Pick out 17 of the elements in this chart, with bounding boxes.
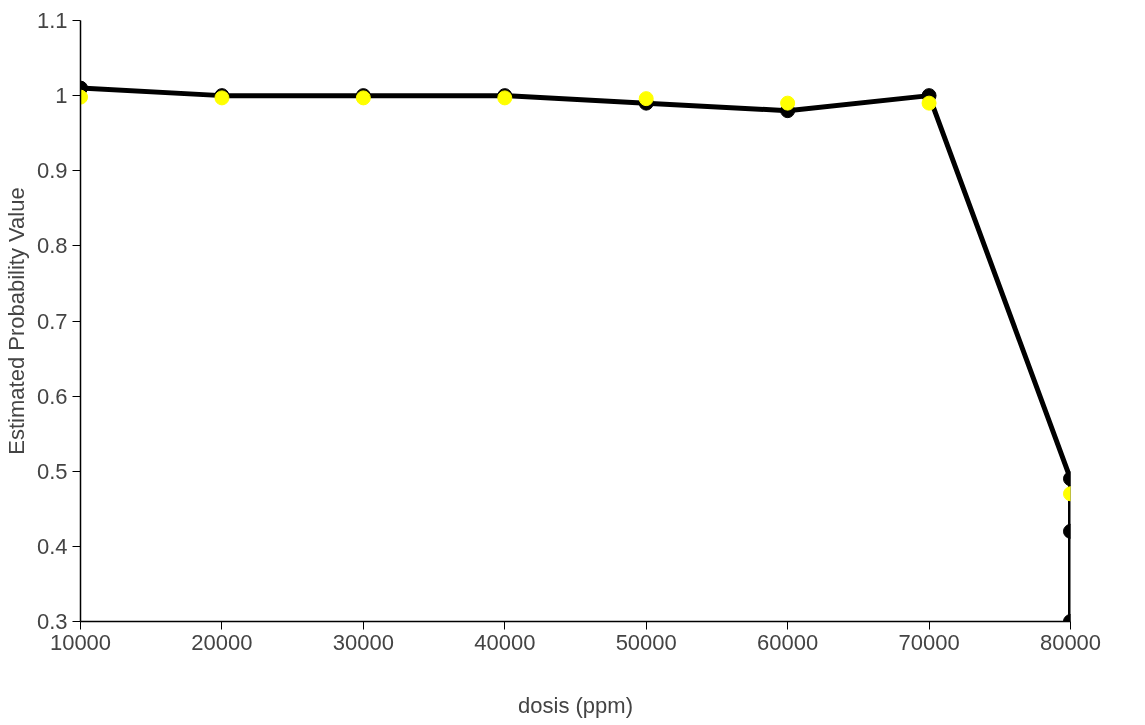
x-tick-label: 50000	[615, 629, 677, 655]
y-tick-label: 1.1	[36, 8, 68, 33]
y-tick-label: 1	[55, 83, 68, 109]
x-tick-label: 60000	[757, 629, 819, 655]
x-tick-label: 20000	[191, 629, 253, 655]
y-tick-label: 0.5	[36, 458, 68, 484]
x-axis-title: dosis (ppm)	[518, 692, 633, 718]
x-tick-label: 30000	[332, 629, 394, 655]
y-tick-label: 0.8	[36, 233, 68, 259]
x-tick-label: 80000	[1039, 629, 1102, 655]
y-tick-label: 0.9	[36, 158, 68, 184]
y-tick-label: 0.7	[36, 308, 68, 334]
y-tick-label: 0.4	[36, 533, 68, 559]
x-tick-label: 40000	[474, 629, 536, 655]
y-axis-title: Estimated Probability Value	[3, 187, 29, 455]
x-tick-label: 70000	[898, 629, 960, 655]
y-tick-label: 0.6	[36, 383, 68, 409]
